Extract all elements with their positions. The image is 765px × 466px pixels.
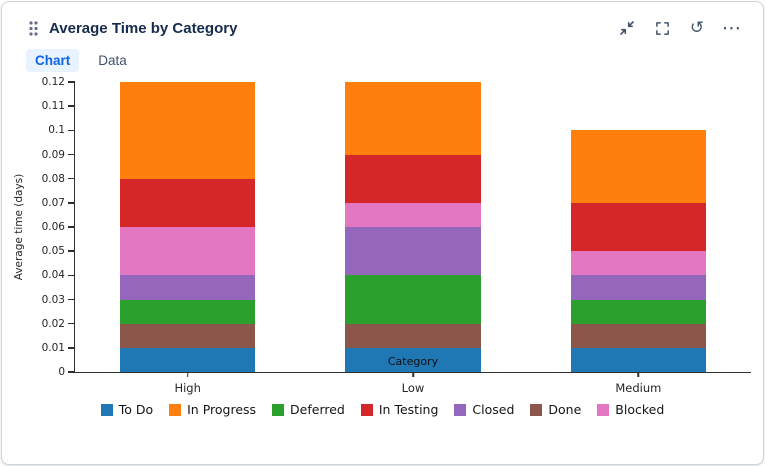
bar-segment: [345, 275, 481, 324]
bar-slot: [300, 82, 525, 372]
x-category-label: Low: [401, 381, 425, 395]
x-axis-title: Category: [387, 355, 439, 368]
bar-segment: [120, 227, 256, 276]
legend-label: Blocked: [615, 402, 665, 417]
bar-segment: [570, 347, 706, 372]
y-tick-label: 0.04: [41, 269, 65, 282]
tab-chart[interactable]: Chart: [26, 49, 80, 72]
x-category-label: High: [174, 381, 201, 395]
y-tick: [68, 322, 75, 325]
y-tick: [68, 250, 75, 252]
fullscreen-icon[interactable]: [653, 19, 671, 37]
legend-item: To Do: [100, 402, 154, 417]
bar-segment: [345, 202, 481, 228]
legend-item: Deferred: [272, 402, 345, 417]
bar-segment: [570, 251, 706, 276]
x-category-label: Medium: [615, 381, 662, 395]
tab-data[interactable]: Data: [98, 53, 127, 68]
legend-swatch: [597, 403, 610, 416]
y-tick: [68, 274, 75, 277]
y-tick: [68, 105, 75, 107]
y-tick: [68, 129, 75, 132]
drag-handle-icon[interactable]: [28, 20, 39, 37]
y-tick-label: 0.09: [41, 148, 65, 161]
bar-segment: [345, 323, 481, 348]
stacked-bar: [345, 82, 481, 372]
y-tick: [68, 202, 75, 204]
bar-segment: [345, 347, 481, 372]
legend-label: In Testing: [378, 402, 439, 417]
view-tabs: Chart Data: [2, 41, 763, 74]
y-tick: [68, 153, 75, 156]
legend-label: Done: [548, 402, 582, 417]
y-tick: [68, 177, 75, 180]
stacked-bar: [570, 130, 706, 372]
legend-item: In Progress: [169, 402, 256, 417]
legend-label: Deferred: [290, 402, 345, 417]
bar-segment: [120, 82, 256, 179]
bar-segment: [570, 202, 706, 252]
legend-label: In Progress: [187, 402, 257, 417]
stacked-bar: [120, 82, 256, 372]
legend-swatch: [530, 403, 543, 416]
y-tick-label: 0.01: [41, 341, 65, 354]
legend-label: To Do: [118, 402, 154, 417]
y-tick: [68, 226, 75, 228]
bar-segment: [570, 299, 706, 324]
y-tick-label: 0.02: [41, 317, 65, 330]
bar-segment: [120, 299, 256, 324]
x-tick: [186, 372, 189, 377]
y-tick: [68, 347, 75, 349]
legend-swatch: [360, 403, 373, 416]
legend-swatch: [272, 403, 285, 416]
legend-item: In Testing: [360, 402, 439, 417]
bar-segment: [570, 275, 706, 300]
bars-layer: [75, 82, 751, 372]
y-tick-label: 0.03: [41, 293, 65, 306]
y-tick-label: 0.1: [48, 124, 65, 137]
refresh-icon[interactable]: ↺: [689, 17, 705, 38]
legend-item: Blocked: [597, 402, 664, 417]
y-tick-label: 0.05: [41, 245, 65, 258]
legend-label: Closed: [472, 402, 515, 417]
y-tick-label: 0: [58, 366, 65, 378]
y-axis-title: Average time (days): [13, 173, 25, 281]
bar-segment: [120, 347, 256, 372]
gadget-title: Average Time by Category: [49, 19, 238, 37]
bar-slot: [526, 82, 751, 372]
chart-area: Average time (days) Category 0 0.01 0.02 0.…: [2, 76, 763, 430]
chart-legend: To Do In Progress Deferred In Testing Closed…: [2, 402, 763, 417]
y-tick-label: 0.06: [41, 221, 65, 233]
bar-segment: [570, 323, 706, 348]
bar-segment: [345, 227, 481, 276]
bar-segment: [570, 130, 706, 203]
more-menu-icon[interactable]: ⋯: [722, 16, 742, 39]
x-tick: [637, 372, 640, 377]
bar-segment: [120, 178, 256, 228]
bar-segment: [345, 82, 481, 155]
y-tick: [68, 81, 75, 83]
legend-item: Done: [530, 402, 581, 417]
bar-segment: [120, 275, 256, 300]
legend-item: Closed: [454, 402, 514, 417]
y-tick-label: 0.12: [41, 76, 65, 88]
bar-segment: [120, 323, 256, 348]
gadget-header: Average Time by Category ↺ ⋯: [2, 2, 763, 41]
legend-swatch: [100, 403, 113, 416]
bar-segment: [345, 154, 481, 203]
y-tick-label: 0.08: [41, 172, 65, 185]
y-tick: [68, 298, 75, 301]
x-tick: [412, 372, 414, 377]
y-tick: [68, 371, 75, 373]
legend-swatch: [169, 403, 182, 416]
y-tick-label: 0.11: [41, 100, 65, 113]
collapse-icon[interactable]: [618, 19, 636, 37]
y-tick-label: 0.07: [41, 196, 65, 209]
gadget-actions: ↺ ⋯: [618, 16, 742, 39]
bar-slot: [75, 82, 300, 372]
plot-area: Category 0 0.01 0.02 0.03 0.04 0.05 0.06 0.07 0.…: [42, 76, 751, 395]
legend-swatch: [454, 403, 467, 416]
